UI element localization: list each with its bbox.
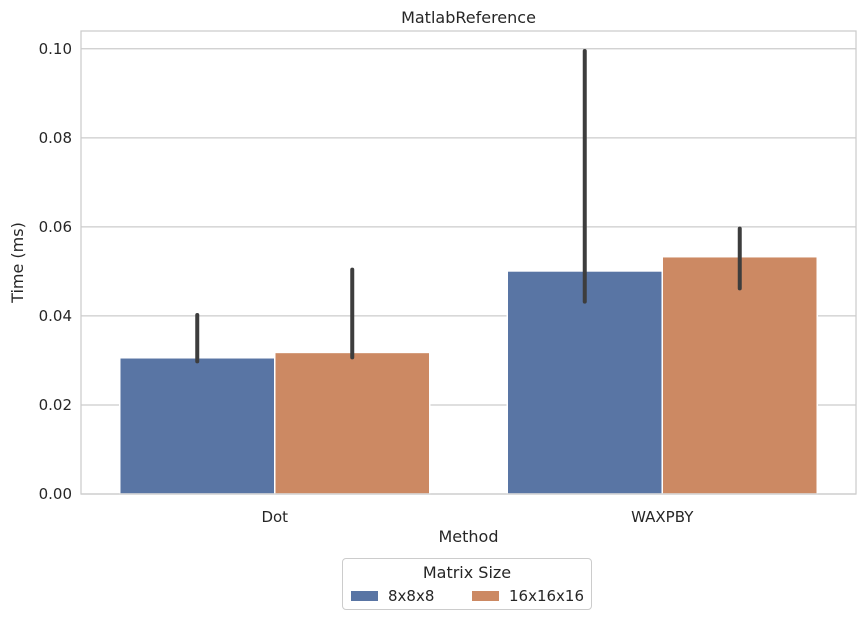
- x-tick-label: Dot: [261, 508, 288, 526]
- legend-item-series-1: 8x8x8: [351, 587, 435, 605]
- y-axis-label: Time (ms): [8, 222, 27, 304]
- bar-16x16x16-WAXPBY: [661, 255, 818, 495]
- y-tick-labels: 0.00 0.02 0.04 0.06 0.08 0.10: [39, 40, 72, 503]
- legend-item-series-2: 16x16x16: [472, 587, 585, 605]
- legend-label: 16x16x16: [509, 587, 585, 605]
- legend-title: Matrix Size: [422, 563, 512, 582]
- bar-8x8x8-Dot: [119, 357, 276, 495]
- y-tick-label: 0.08: [39, 129, 72, 147]
- legend-label: 8x8x8: [388, 587, 435, 605]
- y-tick-label: 0.04: [39, 307, 72, 325]
- y-tick-label: 0.06: [39, 218, 72, 236]
- y-tick-label: 0.10: [39, 40, 72, 58]
- legend: Matrix Size 8x8x8 16x16x16: [342, 558, 592, 610]
- legend-swatch: [472, 591, 499, 601]
- x-tick-label: WAXPBY: [631, 508, 694, 526]
- y-tick-label: 0.00: [39, 485, 72, 503]
- chart-title: MatlabReference: [401, 8, 536, 27]
- y-tick-label: 0.02: [39, 396, 72, 414]
- x-tick-labels: Dot WAXPBY: [261, 508, 694, 526]
- error-bars: [195, 49, 742, 364]
- bar-8x8x8-WAXPBY: [506, 270, 663, 495]
- plot-frame: [80, 30, 857, 495]
- legend-swatch: [351, 591, 378, 601]
- x-axis-label: Method: [438, 527, 498, 546]
- bar-16x16x16-Dot: [274, 351, 431, 495]
- bars: [119, 255, 818, 495]
